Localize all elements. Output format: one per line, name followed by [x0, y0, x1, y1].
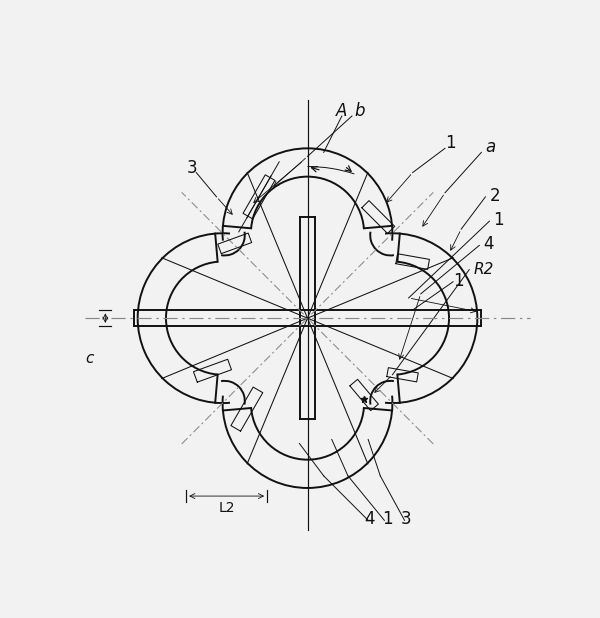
Text: 1: 1 — [453, 272, 464, 290]
Text: 3: 3 — [401, 510, 411, 528]
Text: 4: 4 — [484, 235, 494, 253]
Text: L2: L2 — [218, 501, 235, 515]
Text: 1: 1 — [493, 211, 504, 229]
Text: a: a — [485, 138, 496, 156]
Text: 1: 1 — [445, 134, 455, 152]
Text: R2: R2 — [473, 261, 494, 277]
Text: 3: 3 — [186, 159, 197, 177]
Text: 4: 4 — [364, 510, 374, 528]
Text: b: b — [354, 102, 365, 120]
Text: A: A — [336, 102, 347, 120]
Text: 1: 1 — [382, 510, 393, 528]
Text: 2: 2 — [490, 187, 500, 205]
Text: c: c — [85, 350, 94, 366]
